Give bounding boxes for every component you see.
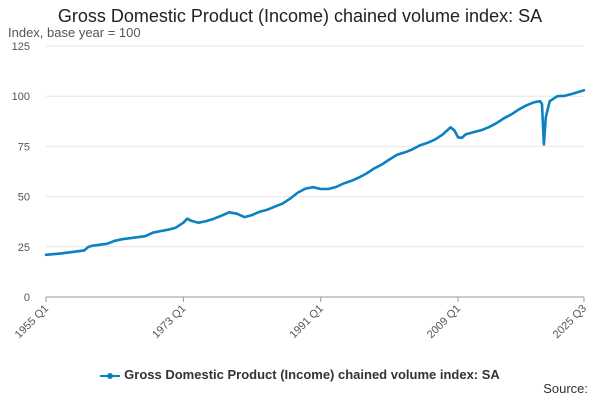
x-tick-label: 1991 Q1: [288, 303, 326, 341]
legend-dot: [107, 372, 114, 379]
legend-series-marker-icon: [100, 371, 121, 381]
y-tick-label: 75: [18, 141, 30, 153]
legend-label: Gross Domestic Product (Income) chained …: [124, 367, 500, 382]
x-tick-label: 2025 Q3: [551, 303, 589, 341]
chart-title: Gross Domestic Product (Income) chained …: [57, 6, 543, 26]
y-tick-label: 50: [18, 192, 30, 204]
y-tick-label: 100: [12, 91, 30, 103]
y-tick-label: 25: [18, 242, 30, 254]
x-tick-label: 2009 Q1: [425, 303, 463, 341]
y-tick-label: 0: [24, 292, 30, 304]
legend[interactable]: Gross Domestic Product (Income) chained …: [0, 367, 600, 382]
x-tick-label: 1973 Q1: [150, 303, 188, 341]
y-tick-label: 125: [12, 41, 30, 53]
series-line-gdp-income: [44, 88, 586, 257]
y-axis-label: Index, base year = 100: [8, 25, 141, 40]
x-tick-label: 1955 Q1: [13, 303, 51, 341]
source-credit[interactable]: Source:: [543, 381, 588, 396]
